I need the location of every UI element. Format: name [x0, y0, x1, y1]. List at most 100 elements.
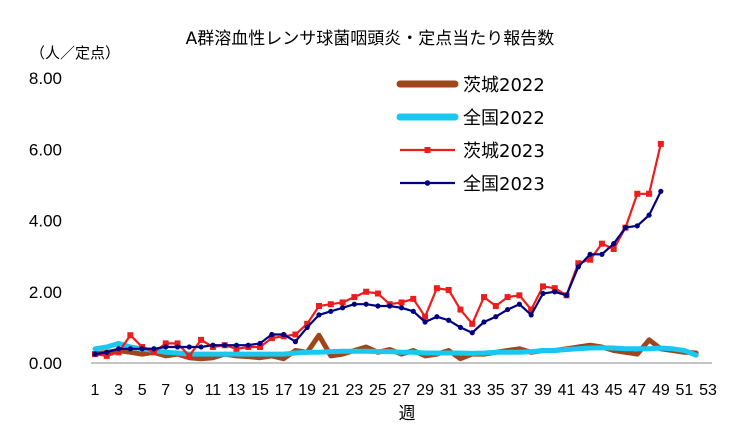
data-point	[163, 344, 169, 350]
data-point	[292, 339, 299, 345]
data-point	[422, 313, 429, 320]
data-point	[374, 290, 381, 297]
data-point	[516, 292, 523, 299]
data-point	[657, 140, 664, 147]
series-line	[93, 190, 662, 356]
x-axis-ticks: 1 3 5 7 9 11 13 15 17 19 21 23 25 27 29 31 33 35 37 39 41 43 4…	[91, 382, 717, 399]
data-point	[115, 349, 122, 356]
data-point	[186, 352, 193, 359]
x-tick-label: 23	[345, 382, 363, 399]
data-point	[339, 305, 346, 311]
data-point	[292, 331, 299, 338]
data-point	[410, 295, 417, 302]
data-point	[504, 294, 511, 301]
series-layer	[92, 140, 699, 362]
data-point	[504, 306, 511, 313]
data-point	[222, 342, 228, 348]
data-point	[516, 301, 522, 307]
data-point	[398, 305, 405, 311]
data-point	[610, 246, 617, 252]
data-point	[493, 314, 499, 320]
data-point	[469, 320, 476, 327]
data-point	[257, 343, 264, 350]
data-point	[434, 314, 440, 320]
data-point	[646, 212, 652, 218]
x-tick-label: 5	[138, 382, 147, 399]
x-tick-label: 47	[628, 382, 646, 399]
data-point	[646, 190, 653, 197]
data-point	[387, 303, 393, 309]
data-point	[363, 288, 370, 295]
legend-label: 茨城2022	[463, 75, 545, 96]
data-point	[375, 303, 381, 309]
data-point	[445, 286, 452, 293]
data-point	[115, 346, 122, 352]
data-point	[139, 346, 145, 352]
series-4	[92, 188, 664, 357]
series-2	[92, 340, 699, 358]
data-point	[281, 331, 287, 338]
y-unit-label: （人／定点）	[30, 44, 120, 62]
data-point	[587, 251, 593, 257]
legend-label: 全国2022	[463, 108, 545, 129]
data-point	[328, 308, 334, 314]
legend-marker	[424, 180, 431, 186]
data-point	[127, 346, 133, 352]
data-point	[563, 292, 570, 298]
series-line	[93, 142, 662, 357]
data-point	[351, 301, 357, 307]
data-point	[315, 303, 322, 309]
data-point	[433, 285, 440, 292]
y-tick-label: 6.00	[29, 140, 62, 159]
legend-item: 全国2023	[400, 174, 545, 195]
data-point	[398, 299, 405, 306]
data-point	[233, 342, 240, 348]
legend-label: 全国2023	[463, 174, 545, 195]
series-line	[92, 340, 699, 358]
data-point	[410, 308, 416, 314]
y-tick-label: 0.00	[29, 354, 62, 373]
data-point	[598, 240, 605, 247]
data-point	[658, 188, 664, 194]
x-tick-label: 53	[699, 382, 717, 399]
data-point	[150, 349, 157, 356]
legend-item: 茨城2022	[396, 75, 545, 96]
data-point	[127, 332, 134, 339]
data-point	[186, 344, 192, 350]
data-point	[540, 290, 546, 297]
data-point	[104, 349, 110, 355]
data-point	[634, 190, 641, 197]
data-point	[481, 294, 488, 301]
data-point	[469, 330, 475, 336]
data-point	[268, 335, 275, 342]
data-point	[634, 223, 640, 229]
legend-item: 茨城2023	[400, 141, 545, 162]
x-tick-label: 9	[185, 382, 194, 399]
x-tick-label: 19	[298, 382, 316, 399]
data-point	[316, 312, 322, 318]
data-point	[233, 345, 240, 352]
data-point	[611, 241, 617, 247]
data-point	[481, 319, 487, 325]
data-point	[327, 301, 334, 308]
x-tick-label: 25	[369, 382, 387, 399]
data-point	[257, 340, 263, 347]
data-point	[457, 306, 464, 313]
y-tick-label: 4.00	[29, 212, 62, 231]
data-point	[528, 306, 535, 313]
data-point	[457, 324, 464, 330]
series-3	[92, 140, 664, 359]
x-tick-label: 11	[205, 382, 222, 399]
x-tick-label: 31	[440, 382, 458, 399]
data-point	[587, 256, 594, 263]
data-point	[304, 320, 311, 327]
data-point	[245, 342, 251, 348]
data-point	[151, 346, 157, 352]
data-point	[552, 289, 558, 295]
data-point	[575, 264, 581, 270]
data-point	[198, 336, 205, 343]
y-axis-ticks: 0.00 2.00 4.00 6.00 8.00	[29, 69, 62, 373]
data-point	[622, 225, 629, 231]
data-point	[575, 260, 582, 267]
chart-title: A群溶血性レンサ球菌咽頭炎・定点当たり報告数	[186, 29, 555, 49]
